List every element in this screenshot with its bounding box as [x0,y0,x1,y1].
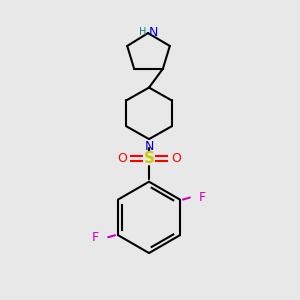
Text: F: F [199,191,206,204]
Text: O: O [171,152,181,165]
Text: H: H [139,27,146,37]
Text: S: S [143,152,155,166]
Text: N: N [149,26,158,39]
Text: N: N [144,140,154,153]
Text: F: F [92,231,99,244]
Text: O: O [117,152,127,165]
